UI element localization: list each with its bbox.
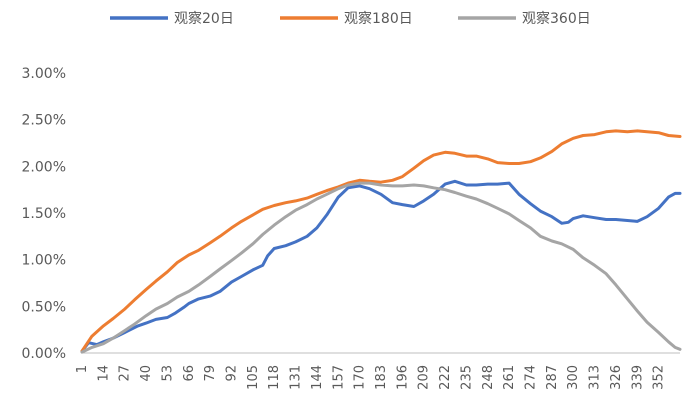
x-tick-label: 27: [118, 365, 133, 382]
x-axis: 1 14 27 40 53 66 79 92 105 118 131 144 157 170 183 196 2…: [75, 352, 680, 390]
y-tick-label: 2.50%: [22, 113, 66, 129]
x-tick-label: 313: [588, 365, 603, 390]
y-tick-label: 0.00%: [22, 346, 66, 362]
x-tick-label: 287: [545, 365, 560, 390]
x-tick-label: 144: [310, 365, 325, 390]
x-tick-label: 14: [96, 365, 111, 382]
x-tick-label: 1: [75, 365, 90, 373]
x-tick-label: 92: [225, 365, 240, 382]
legend-label-1: 观察20日: [174, 10, 234, 27]
y-axis: 0.00% 0.50% 1.00% 1.50% 2.00% 2.50% 3.00%: [22, 66, 66, 362]
x-tick-label: 40: [139, 365, 154, 382]
x-tick-label: 339: [630, 365, 645, 390]
x-tick-label: 118: [267, 365, 282, 390]
x-tick-label: 183: [374, 365, 389, 390]
x-tick-label: 300: [566, 365, 581, 390]
y-tick-label: 1.50%: [22, 206, 66, 222]
y-tick-label: 1.00%: [22, 253, 66, 269]
x-tick-label: 66: [182, 365, 197, 382]
x-tick-label: 235: [459, 365, 474, 390]
x-tick-label: 105: [246, 365, 261, 390]
series-line-3: [80, 181, 682, 354]
y-tick-label: 3.00%: [22, 66, 66, 82]
x-tick-label: 196: [395, 365, 410, 390]
legend-label-3: 观察360日: [522, 10, 591, 27]
x-tick-label: 261: [502, 365, 517, 390]
series-line-2: [80, 129, 682, 353]
x-tick-label: 222: [438, 365, 453, 390]
x-tick-label: 157: [331, 365, 346, 390]
legend-label-2: 观察180日: [344, 10, 413, 27]
y-tick-label: 0.50%: [22, 299, 66, 315]
plot-area: [80, 129, 682, 354]
x-tick-label: 352: [652, 365, 667, 390]
legend: 观察20日 观察180日 观察360日: [110, 10, 591, 27]
x-tick-label: 131: [289, 365, 304, 390]
y-tick-label: 2.00%: [22, 159, 66, 175]
x-tick-label: 170: [353, 365, 368, 390]
x-tick-label: 326: [609, 365, 624, 390]
x-tick-label: 274: [524, 365, 539, 390]
x-tick-label: 53: [160, 365, 175, 382]
x-tick-label: 209: [417, 365, 432, 390]
series-line-1: [80, 179, 682, 353]
x-tick-label: 79: [203, 365, 218, 382]
x-tick-label: 248: [481, 365, 496, 390]
